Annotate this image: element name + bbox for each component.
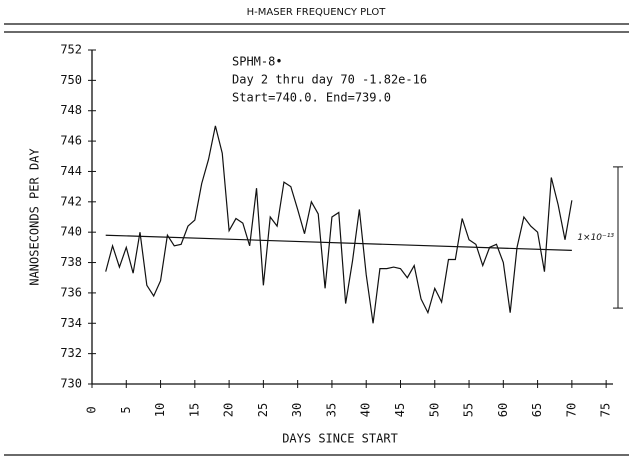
x-tick-label: 70 <box>564 403 578 417</box>
x-tick-label: 20 <box>222 403 236 417</box>
annotation: Day 2 thru day 70 -1.82e-16 <box>232 73 427 87</box>
y-tick-label: 744 <box>60 164 82 178</box>
x-tick-label: 50 <box>427 403 441 417</box>
x-tick-label: 0 <box>85 406 99 413</box>
x-tick-label: 55 <box>462 403 476 417</box>
scale-bar-label: 1×10⁻¹³ <box>577 233 614 243</box>
x-tick-label: 45 <box>393 403 407 417</box>
y-tick-label: 736 <box>60 285 82 299</box>
y-tick-label: 738 <box>60 255 82 269</box>
y-tick-label: 732 <box>60 346 82 360</box>
y-tick-label: 752 <box>60 43 82 57</box>
x-tick-label: 5 <box>119 406 133 413</box>
y-tick-label: 746 <box>60 134 82 148</box>
x-tick-label: 75 <box>599 403 613 417</box>
y-tick-label: 730 <box>60 377 82 391</box>
header-title: H-MASER FREQUENCY PLOT <box>247 7 387 18</box>
x-tick-label: 30 <box>290 403 304 417</box>
annotation: SPHM-8• <box>232 55 283 69</box>
y-axis-label: NANOSECONDS PER DAY <box>28 148 42 286</box>
x-axis-label: DAYS SINCE START <box>282 432 398 446</box>
x-tick-label: 10 <box>153 403 167 417</box>
y-tick-label: 742 <box>60 194 82 208</box>
y-tick-label: 748 <box>60 103 82 117</box>
x-tick-label: 65 <box>530 403 544 417</box>
y-tick-label: 750 <box>60 73 82 87</box>
x-tick-label: 40 <box>359 403 373 417</box>
x-tick-label: 15 <box>187 403 201 417</box>
x-tick-label: 25 <box>256 403 270 417</box>
trend-line <box>105 234 572 251</box>
x-tick-label: 35 <box>324 403 338 417</box>
y-tick-label: 734 <box>60 316 82 330</box>
y-tick-label: 740 <box>60 225 82 239</box>
x-tick-label: 60 <box>496 403 510 417</box>
annotation: Start=740.0. End=739.0 <box>232 91 391 105</box>
